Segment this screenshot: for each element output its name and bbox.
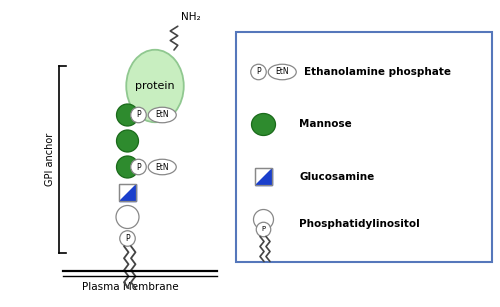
Polygon shape (119, 184, 136, 200)
Text: Glucosamine: Glucosamine (300, 172, 375, 182)
Text: GPI anchor: GPI anchor (45, 133, 55, 186)
Text: P: P (125, 234, 130, 243)
Circle shape (131, 107, 146, 123)
Ellipse shape (126, 50, 184, 122)
Text: P: P (136, 111, 141, 119)
Text: EtN: EtN (276, 68, 289, 76)
Text: P: P (256, 68, 261, 76)
Circle shape (116, 205, 139, 228)
Text: EtN: EtN (156, 111, 169, 119)
Circle shape (251, 64, 266, 80)
Circle shape (256, 222, 271, 237)
Text: Mannose: Mannose (300, 119, 352, 130)
Text: P: P (262, 227, 266, 232)
Text: Ethanolamine phosphate: Ethanolamine phosphate (304, 67, 452, 77)
Text: P: P (136, 162, 141, 172)
Ellipse shape (116, 130, 138, 152)
Ellipse shape (148, 159, 176, 175)
Circle shape (120, 231, 135, 246)
Ellipse shape (148, 107, 176, 123)
Ellipse shape (116, 104, 138, 126)
Text: Plasma Membrane: Plasma Membrane (82, 282, 178, 292)
Bar (255, 169, 272, 185)
Text: EtN: EtN (156, 162, 169, 172)
Polygon shape (255, 169, 272, 185)
Text: protein: protein (135, 81, 175, 91)
Bar (119, 184, 136, 200)
Ellipse shape (268, 64, 296, 80)
Ellipse shape (252, 114, 276, 135)
Bar (119, 184, 136, 200)
Bar (255, 169, 272, 185)
Circle shape (254, 209, 274, 230)
Text: NH₂: NH₂ (181, 12, 201, 22)
Ellipse shape (116, 156, 138, 178)
Circle shape (131, 159, 146, 175)
Text: Phosphatidylinositol: Phosphatidylinositol (300, 220, 420, 230)
